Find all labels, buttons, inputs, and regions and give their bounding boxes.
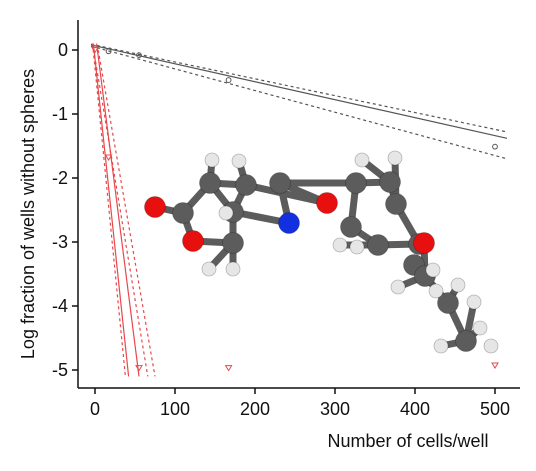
oxygen-atom [413,232,435,254]
series-2-point [491,362,499,369]
series-2-point [91,47,99,54]
series-1-ci-lower [90,45,508,160]
hydrogen-atom [218,205,234,221]
x-tick-label: 400 [400,399,430,419]
y-tick-label: -3 [52,232,68,252]
x-axis-title: Number of cells/well [327,431,488,451]
hydrogen-atom [204,152,220,168]
hydrogen-atom [332,237,348,253]
carbon-atom [345,172,367,194]
hydrogen-atom [354,152,370,168]
carbon-atom [222,232,244,254]
carbon-atom [269,172,291,194]
hydrogen-atom [225,261,241,277]
carbon-atom [340,216,362,238]
carbon-atom [367,234,389,256]
y-tick-label: -4 [52,296,68,316]
y-axis-title: Log fraction of wells without spheres [18,69,38,359]
carbon-atom [172,202,194,224]
oxygen-atom [182,230,204,252]
x-tick-label: 100 [160,399,190,419]
x-tick-label: 0 [90,399,100,419]
hydrogen-atom [472,320,488,336]
oxygen-atom [316,192,338,214]
ticks: 0 100 200 300 400 500 0 -1 -2 -3 -4 -5 [52,40,510,419]
carbon-atom [455,330,477,352]
hydrogen-atom [231,153,247,169]
hydrogen-atom [387,150,403,166]
series-1-point [105,48,112,55]
series-2-point [135,365,143,372]
hydrogen-atom [201,261,217,277]
series-1-point [492,143,498,150]
carbon-atom [379,171,401,193]
series-2-ci-upper [92,43,149,377]
x-tick-label: 500 [480,399,510,419]
y-tick-label: 0 [58,40,68,60]
axes [77,20,520,389]
hydrogen-atom [450,277,466,293]
series-1-ci-upper [90,43,508,133]
series-2-fit-line [92,43,130,377]
carbon-atom [437,292,459,314]
oxygen-atom [144,196,166,218]
carbon-atom [385,193,407,215]
x-tick-label: 300 [320,399,350,419]
series-2-point [224,365,233,372]
carbon-atom [199,172,221,194]
nitrogen-atom [278,212,300,234]
hydrogen-atom [349,239,365,255]
series-1-point [225,77,232,83]
series-1-fit-line [90,44,508,139]
hydrogen-atom [390,279,406,295]
series-2-ci-lower [92,43,126,377]
y-tick-label: -1 [52,104,68,124]
series-2-ci-line [97,49,156,377]
series-layer [90,43,508,377]
hydrogen-atom [425,262,441,278]
hydrogen-atom [483,338,499,354]
molecule-structure [144,150,499,354]
series-2-point [104,154,113,161]
y-tick-label: -2 [52,168,68,188]
series-2-fit-line [96,43,140,377]
hydrogen-atom [433,338,449,354]
hydrogen-atom [466,294,482,310]
x-tick-label: 200 [240,399,270,419]
carbon-atom [235,174,257,196]
series-1-point [136,52,142,59]
hydrogen-atom [428,283,444,299]
y-tick-label: -5 [52,360,68,380]
